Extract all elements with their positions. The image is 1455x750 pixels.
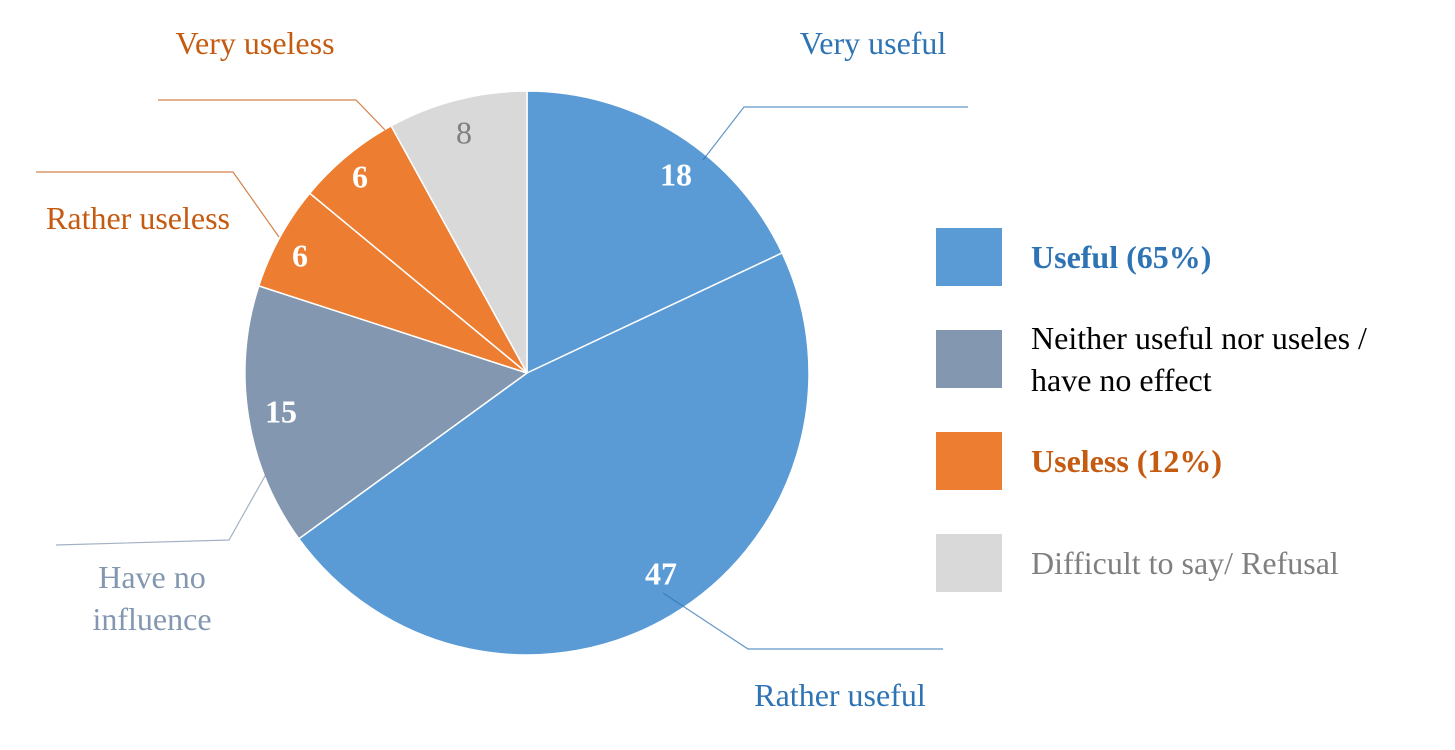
category-label-2: Have no influence xyxy=(92,559,211,637)
category-label-0: Very useful xyxy=(800,25,947,61)
legend-label-refusal: Difficult to say/ Refusal xyxy=(1031,545,1339,581)
legend-label-useless: Useless (12%) xyxy=(1031,443,1223,479)
pie-slice-2 xyxy=(244,284,529,540)
legend-label-useful: Useful (65%) xyxy=(1031,239,1212,275)
category-label-1: Rather useful xyxy=(754,677,926,713)
category-label-4: Very useless xyxy=(175,25,334,61)
legend-swatch-refusal xyxy=(936,534,1002,592)
value-label-0: 18 xyxy=(660,156,692,192)
category-label-3: Rather useless xyxy=(46,200,230,236)
legend-swatch-useful xyxy=(936,228,1002,286)
legend-item-refusal: Difficult to say/ Refusal xyxy=(936,534,1436,592)
pie-slice-0 xyxy=(526,90,784,375)
value-label-2: 15 xyxy=(265,393,297,429)
pie-slice-1 xyxy=(297,251,810,656)
legend-item-neutral: Neither useful nor useles / have no effe… xyxy=(936,320,1436,398)
leader-line-2 xyxy=(55,443,284,546)
leader-line-0 xyxy=(702,106,968,161)
value-label-1: 47 xyxy=(645,555,677,591)
leader-line-1 xyxy=(662,592,943,650)
legend-swatch-useless xyxy=(936,432,1002,490)
value-label-5: 8 xyxy=(456,114,472,150)
legend-item-useful: Useful (65%) xyxy=(936,228,1436,286)
leader-line-3 xyxy=(36,171,280,238)
legend-item-useless: Useless (12%) xyxy=(936,432,1436,490)
value-label-4: 6 xyxy=(352,158,368,194)
pie-slice-5 xyxy=(390,90,528,374)
legend-label-neutral: Neither useful nor useles / have no effe… xyxy=(1031,320,1367,398)
legend-swatch-neutral xyxy=(936,330,1002,388)
legend: Useful (65%) Neither useful nor useles /… xyxy=(936,228,1436,636)
leader-line-4 xyxy=(158,99,386,131)
value-label-3: 6 xyxy=(292,237,308,273)
